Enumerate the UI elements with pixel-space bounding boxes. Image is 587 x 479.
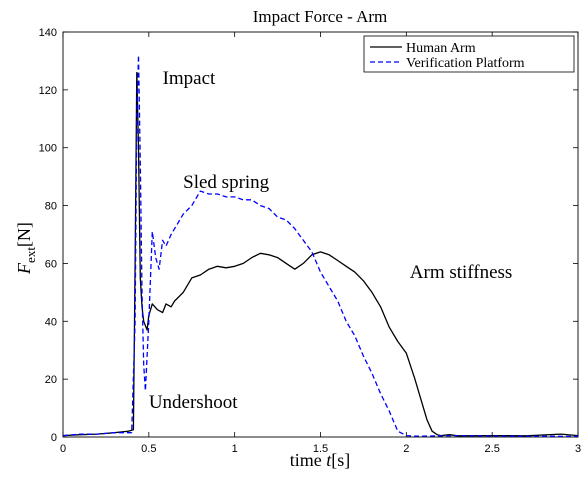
annotations: Impact Sled spring Arm stiffness Undershoot	[149, 68, 512, 413]
plot-frame	[62, 31, 579, 438]
x-tick-label: 3	[575, 443, 581, 455]
y-tick-label: 80	[45, 201, 57, 213]
x-axis-label: time t[s]	[290, 450, 351, 470]
x-tick-label: 0.5	[141, 443, 156, 455]
y-tick-label: 120	[39, 85, 57, 97]
y-tick-label: 0	[51, 432, 57, 444]
annotation-label: Impact	[163, 68, 216, 89]
y-tick-label: 20	[45, 374, 57, 386]
chart-title: Impact Force - Arm	[253, 7, 388, 26]
series-line-2	[62, 54, 579, 438]
series-layer	[62, 54, 579, 438]
y-tick-label: 40	[45, 316, 57, 328]
annotation-label: Sled spring	[183, 172, 270, 193]
plot-area	[62, 31, 579, 438]
y-axis-label: Fext[N]	[14, 222, 38, 275]
annotation-label: Undershoot	[149, 392, 238, 413]
legend-box	[363, 35, 575, 73]
y-tick-label: 100	[39, 143, 57, 155]
axis-ticks: 0 0.5 1 1.5 2 2.5 3 0 20 40 60 80 100 120 140	[39, 27, 581, 455]
x-tick-label: 2.5	[485, 443, 500, 455]
legend-label: Human Arm	[406, 41, 476, 56]
x-tick-label: 0	[60, 443, 66, 455]
x-tick-label: 1.5	[313, 443, 328, 455]
y-tick-label: 60	[45, 258, 57, 270]
x-tick-label: 2	[403, 443, 409, 455]
annotation-label: Arm stiffness	[410, 262, 513, 283]
series-line-1	[62, 71, 579, 437]
y-tick-label: 140	[39, 27, 57, 39]
legend-label: Verification Platform	[406, 56, 525, 71]
x-tick-label: 1	[232, 443, 238, 455]
